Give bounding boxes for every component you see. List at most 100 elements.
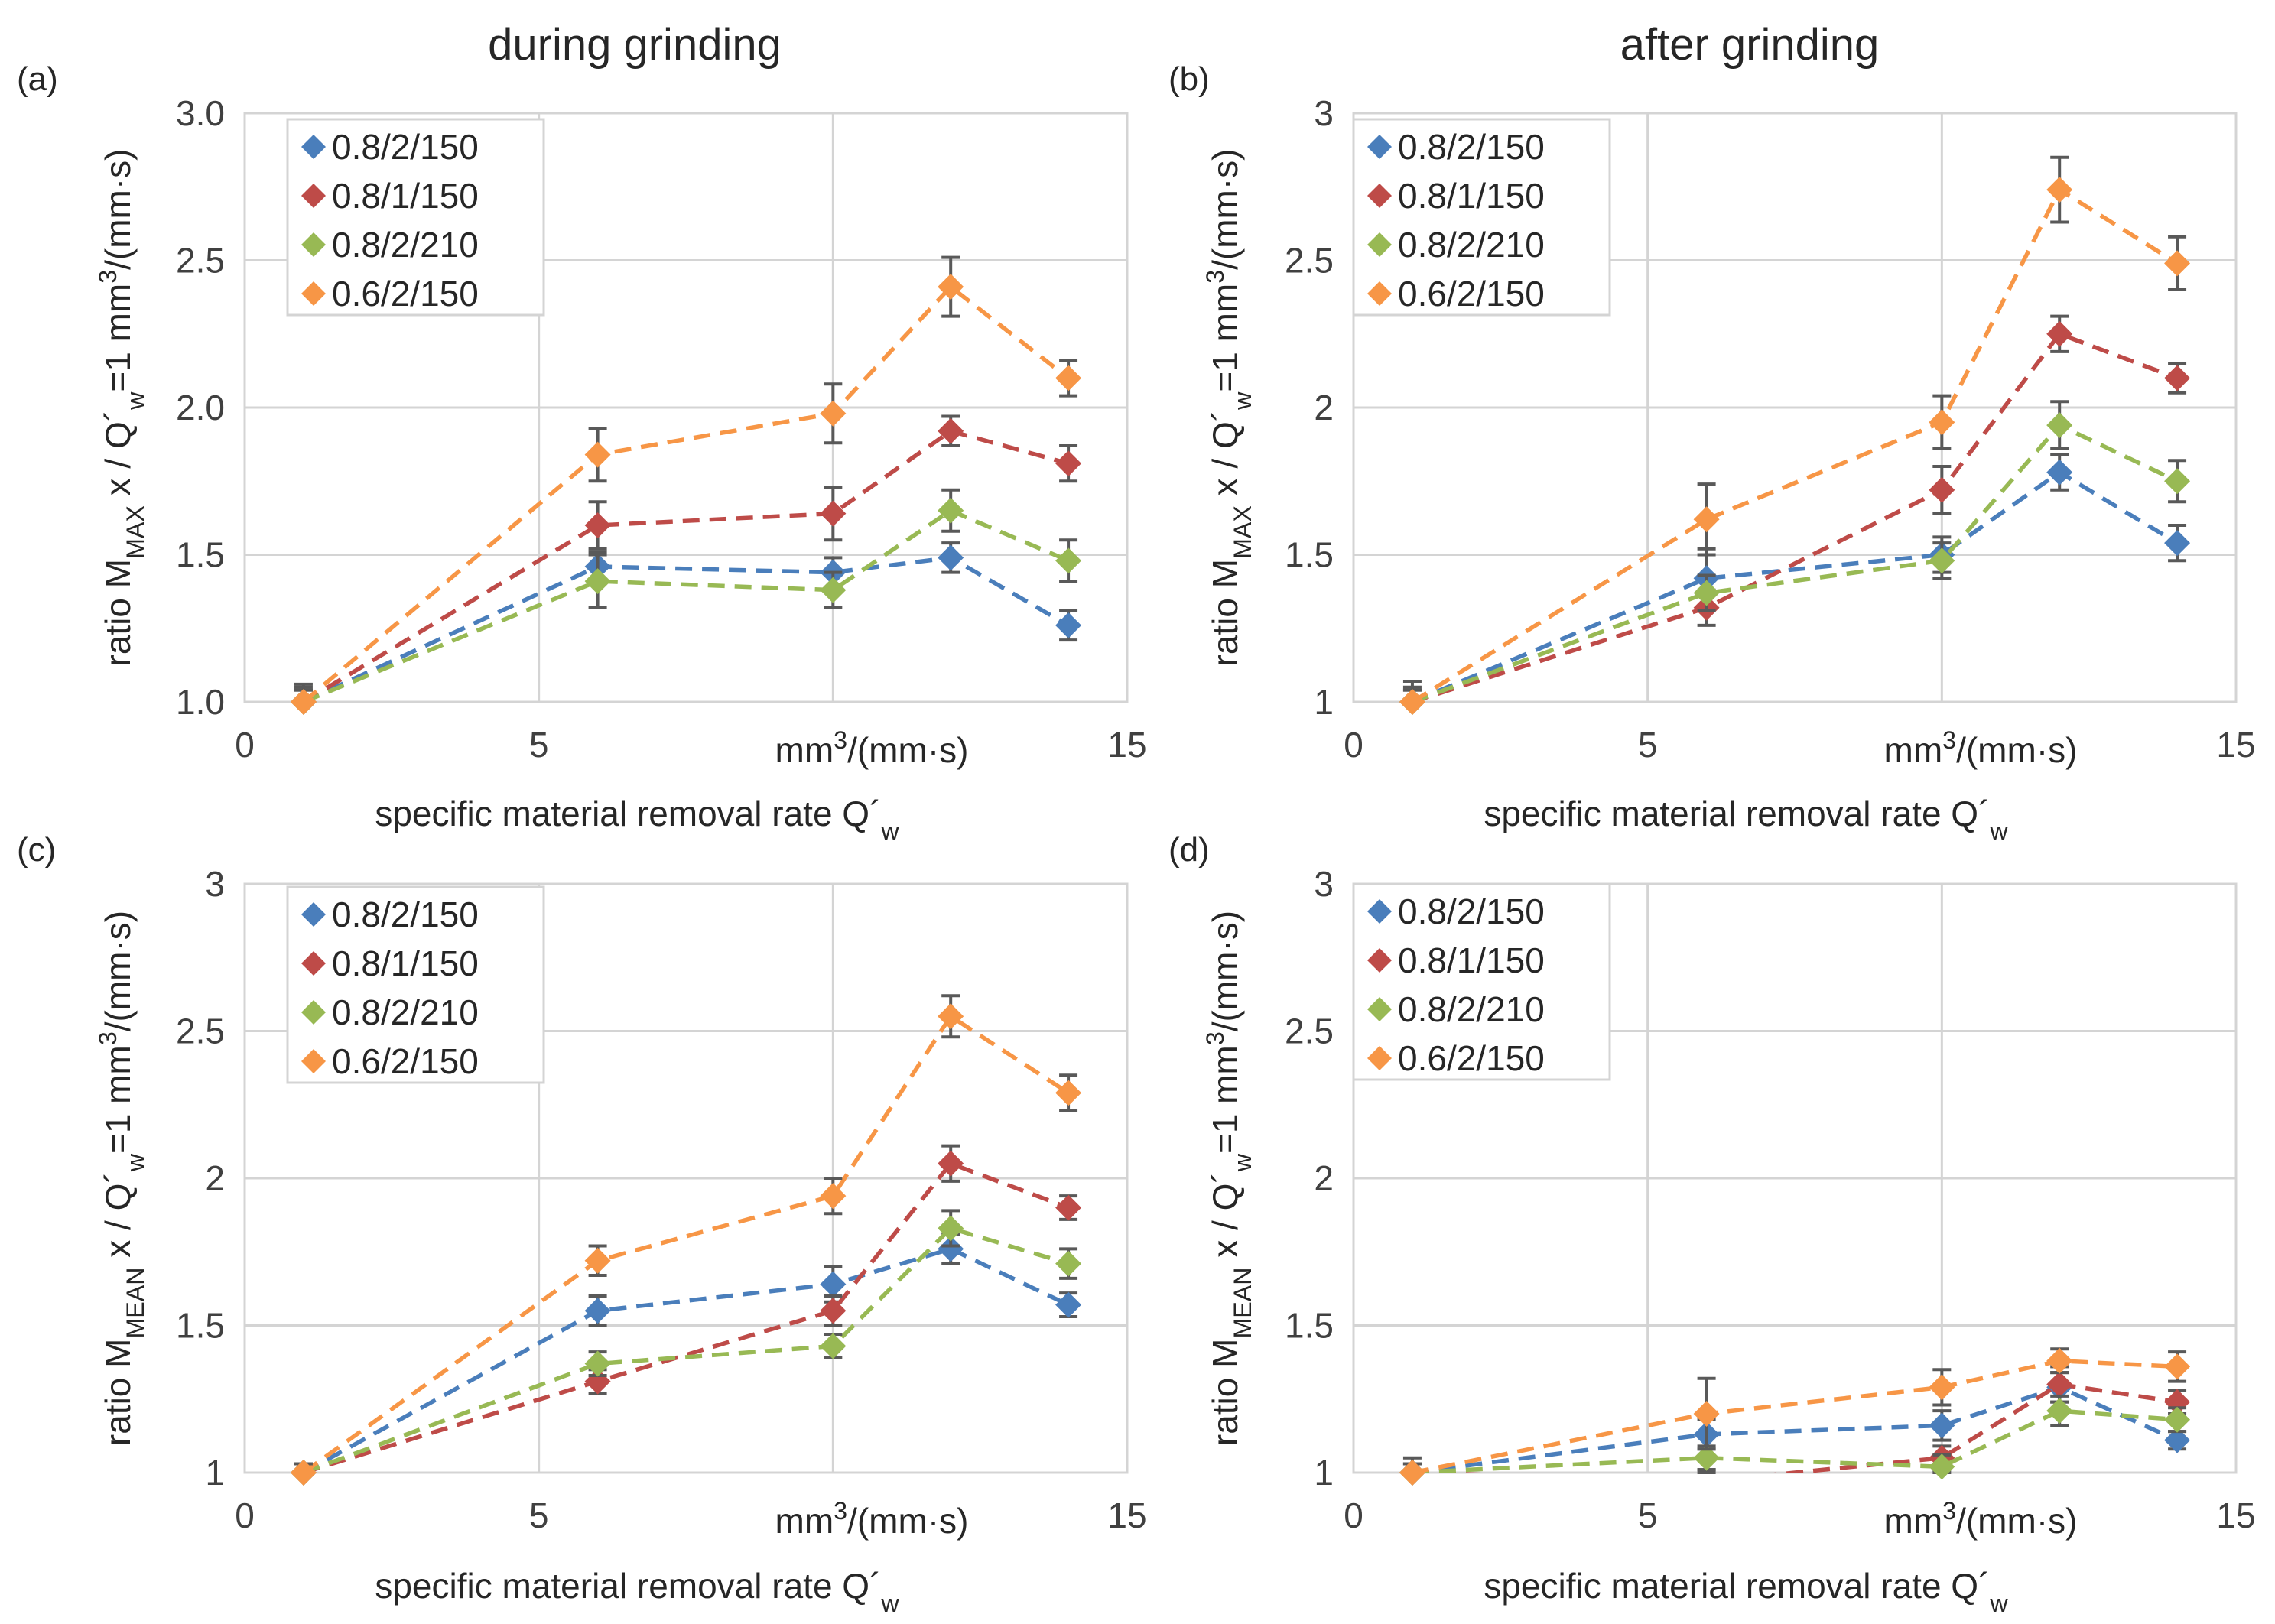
data-point	[1055, 365, 1082, 391]
y-tick-label: 1.5	[1285, 1306, 1334, 1346]
data-point	[1055, 1080, 1082, 1106]
legend-entry: 0.8/2/150	[1398, 892, 1545, 931]
data-point	[1055, 547, 1082, 574]
data-point	[1929, 1374, 1955, 1401]
y-tick-label: 1.0	[176, 682, 225, 722]
data-point	[820, 1298, 847, 1324]
y-tick-label: 2.5	[1285, 1012, 1334, 1051]
data-point	[938, 1215, 964, 1242]
x-tick-label: 5	[529, 725, 549, 765]
data-point	[1929, 476, 1955, 503]
data-point	[820, 400, 847, 427]
legend-marker	[301, 184, 326, 208]
legend-marker	[1367, 899, 1392, 924]
legend-entry: 0.8/2/210	[1398, 989, 1545, 1029]
legend-entry: 0.6/2/150	[332, 274, 479, 313]
legend-entry: 0.8/2/210	[332, 225, 479, 265]
series-0-8-2-210	[290, 488, 1082, 715]
legend-marker	[1367, 135, 1392, 159]
data-point	[1693, 506, 1720, 533]
data-point	[2164, 1406, 2191, 1433]
data-point	[938, 1236, 964, 1262]
legend-marker	[301, 902, 326, 927]
data-point	[938, 1150, 964, 1177]
x-tick-label: 15	[2216, 725, 2255, 765]
x-axis-label: specific material removal rate Q´w	[1484, 794, 2008, 845]
series-0-8-2-210	[1399, 1394, 2191, 1486]
y-tick-label: 1	[205, 1453, 225, 1492]
y-tick-label: 2.0	[176, 388, 225, 427]
data-point	[820, 500, 847, 527]
data-point	[1929, 547, 1955, 574]
data-point	[1929, 1453, 1955, 1480]
data-point	[1055, 1250, 1082, 1277]
y-tick-label: 1	[1314, 1453, 1334, 1492]
series-0-6-2-150	[1399, 155, 2191, 715]
legend: 0.8/2/150 0.8/1/150 0.8/2/210 0.6/2/150	[286, 885, 545, 1084]
data-point	[938, 544, 964, 571]
data-point	[1055, 1194, 1082, 1221]
x-tick-label: 0	[235, 725, 255, 765]
data-point	[820, 1333, 847, 1359]
legend-marker	[301, 1049, 326, 1073]
y-tick-label: 1.5	[176, 1306, 225, 1346]
y-tick-label: 1	[1314, 682, 1334, 722]
series-0-6-2-150	[290, 994, 1082, 1486]
data-point	[584, 1247, 611, 1274]
legend-marker	[301, 1000, 326, 1025]
y-tick-label: 2.5	[176, 241, 225, 281]
y-axis-label: ratio MMAX x / Q´w=1 mm3/(mm·s)	[1201, 149, 1256, 667]
chart-panel-d: (d) 1 1.5 2 2.5 3 0 5 15 mm3/(mm·s) specific mater…	[1168, 831, 2256, 1617]
data-point	[1693, 1444, 1720, 1471]
legend-entry: 0.6/2/150	[1398, 1038, 1545, 1078]
legend-box	[1352, 882, 1611, 1081]
x-tick-label: 5	[1638, 1496, 1658, 1535]
legend: 0.8/2/150 0.8/1/150 0.8/2/210 0.6/2/150	[1352, 118, 1611, 317]
legend-marker	[301, 232, 326, 257]
data-point	[2164, 530, 2191, 557]
y-tick-label: 3.0	[176, 93, 225, 133]
x-tick-label: 0	[235, 1496, 255, 1535]
x-tick-label: 5	[529, 1496, 549, 1535]
legend-box	[286, 118, 545, 317]
y-tick-label: 2	[205, 1158, 225, 1198]
y-tick-label: 1.5	[1285, 535, 1334, 575]
data-point	[1055, 1291, 1082, 1318]
legend-entry: 0.8/2/150	[332, 895, 479, 934]
x-tick-label: 15	[1107, 725, 1146, 765]
y-tick-label: 3	[1314, 864, 1334, 904]
legend-entry: 0.8/1/150	[1398, 176, 1545, 216]
data-point	[584, 512, 611, 538]
y-tick-label: 2.5	[1285, 241, 1334, 281]
data-point	[1929, 409, 1955, 436]
data-point	[290, 1460, 317, 1486]
legend-marker	[301, 135, 326, 159]
data-point	[584, 1350, 611, 1377]
legend-entry: 0.8/2/150	[1398, 127, 1545, 167]
y-tick-label: 3	[1314, 93, 1334, 133]
data-point	[1055, 450, 1082, 477]
y-tick-label: 2	[1314, 1158, 1334, 1198]
data-point	[2164, 468, 2191, 495]
y-tick-label: 2.5	[176, 1012, 225, 1051]
series-line	[302, 555, 1070, 702]
x-tick-label: 5	[1638, 725, 1658, 765]
series-line	[1412, 1385, 2179, 1473]
data-point	[2046, 1371, 2073, 1398]
series-0-6-2-150	[290, 255, 1082, 715]
panel-label: (a)	[17, 60, 58, 98]
panel-label: (d)	[1168, 831, 1210, 869]
data-point	[2046, 177, 2073, 203]
panel-label: (c)	[17, 831, 56, 869]
series-0-8-2-150	[290, 541, 1082, 715]
data-point	[2046, 412, 2073, 439]
column-title-during: during grinding	[488, 20, 782, 70]
chart-panel-b: (b) 1 1.5 2 2.5 3 0 5 15 mm3/(mm·s) specific mater…	[1168, 60, 2256, 845]
data-point	[938, 417, 964, 444]
legend-marker	[1367, 997, 1392, 1021]
legend-marker	[1367, 184, 1392, 208]
chart-panel-c: (c) 1 1.5 2 2.5 3 0 5 15 mm3/(mm·s) specific mater…	[17, 831, 1147, 1617]
legend-marker	[1367, 232, 1392, 257]
series-0-6-2-150	[1399, 1347, 2191, 1486]
